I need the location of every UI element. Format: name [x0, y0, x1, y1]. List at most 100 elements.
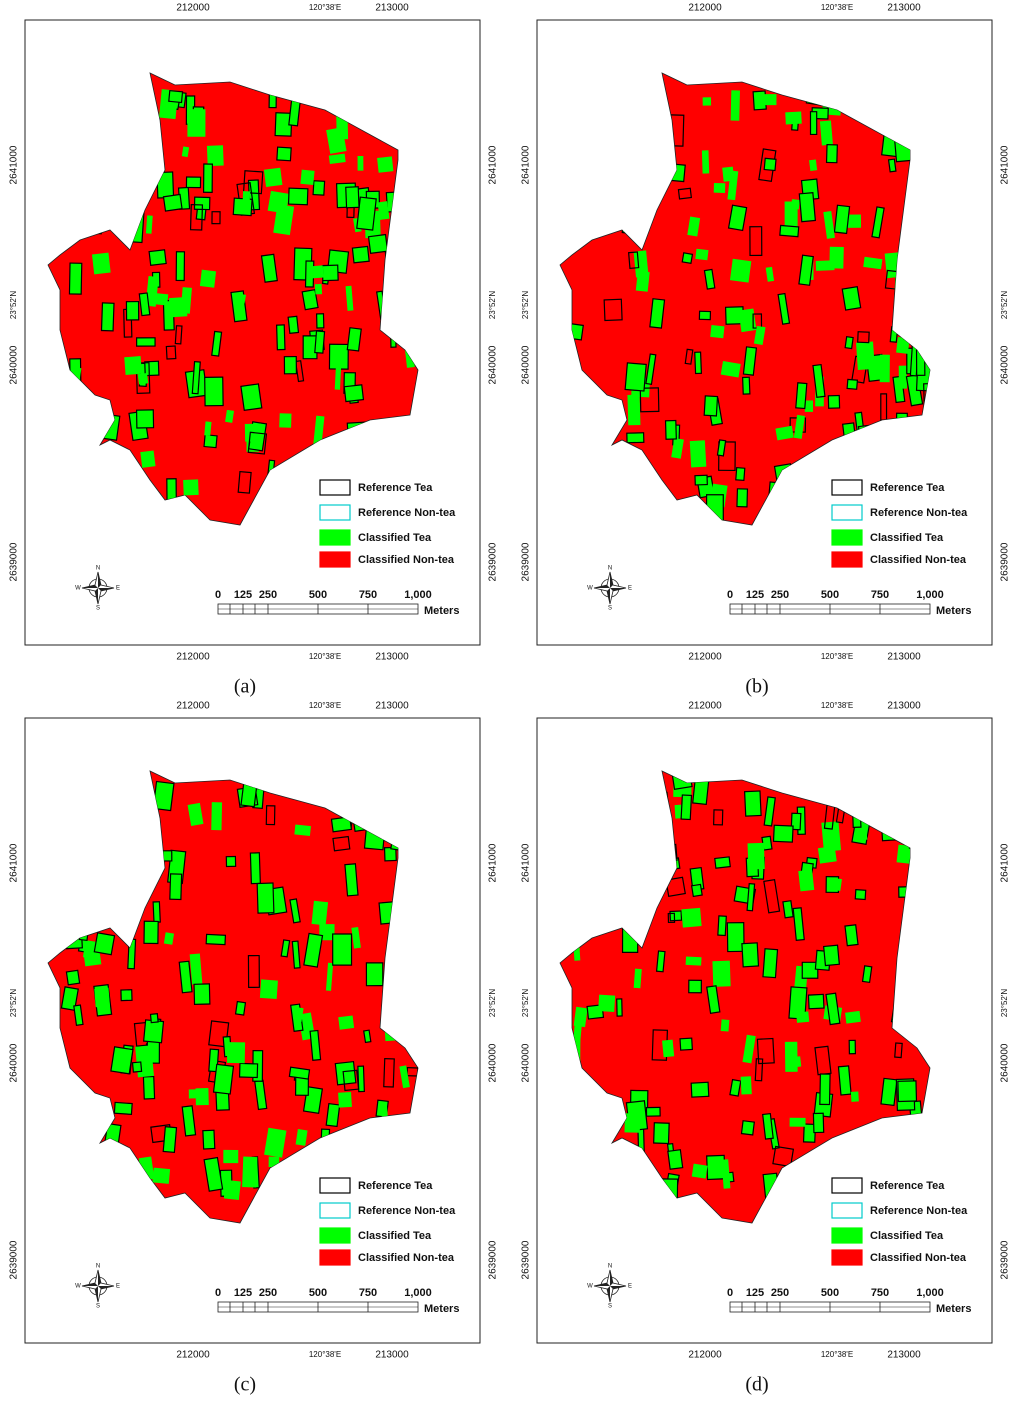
- tea-parcel: [823, 211, 835, 239]
- tea-parcel: [242, 191, 251, 213]
- tea-parcel: [240, 781, 258, 808]
- tea-parcel: [280, 939, 291, 958]
- compass: N E S W: [587, 566, 632, 612]
- tea-parcel: [135, 1045, 154, 1078]
- tea-parcel: [919, 1008, 930, 1018]
- tea-parcel: [861, 965, 873, 984]
- y-coord-left: 2640000: [521, 1043, 532, 1082]
- tea-parcel: [777, 292, 791, 325]
- map-frame: [536, 19, 993, 646]
- compass: N E S W: [75, 566, 120, 612]
- tea-parcel: [671, 438, 684, 459]
- tea-parcel: [819, 120, 833, 146]
- tea-parcel: [351, 926, 361, 949]
- tea-parcel: [716, 439, 727, 457]
- tea-parcel: [598, 994, 616, 1012]
- tea-parcel: [399, 841, 416, 857]
- tea-parcel: [639, 141, 660, 155]
- tea-parcel: [205, 933, 227, 946]
- tea-parcel: [677, 187, 693, 200]
- tea-parcel: [363, 1029, 372, 1044]
- legend-label: Reference Tea: [870, 1180, 945, 1192]
- tea-parcel: [311, 900, 329, 926]
- tea-parcel: [283, 355, 298, 375]
- tea-parcel: [399, 212, 418, 228]
- tea-parcel: [582, 104, 598, 117]
- tea-parcel: [385, 953, 399, 964]
- tea-parcel: [342, 1069, 360, 1092]
- tea-parcel: [202, 1129, 216, 1150]
- tea-parcel: [858, 824, 868, 841]
- tea-parcel: [237, 470, 252, 494]
- tea-parcel: [809, 159, 818, 171]
- tea-parcel: [818, 1180, 827, 1213]
- tea-parcel: [249, 852, 261, 885]
- tea-parcel: [60, 851, 78, 867]
- x-coord-bottom: 213000: [887, 652, 921, 663]
- scale-label: 750: [871, 1287, 889, 1299]
- tea-parcel: [763, 157, 777, 172]
- tea-parcel: [871, 206, 885, 239]
- tea-parcel: [120, 989, 133, 1002]
- tea-parcel: [225, 409, 235, 423]
- tea-parcel: [827, 394, 841, 409]
- tea-parcel: [801, 961, 819, 979]
- scale-unit: Meters: [936, 605, 971, 617]
- scale-label: 250: [259, 1287, 277, 1299]
- tea-parcel: [879, 354, 890, 383]
- tea-parcel: [632, 110, 644, 121]
- tea-parcel: [383, 1010, 403, 1042]
- tea-parcel: [905, 781, 921, 813]
- tea-parcel: [100, 1182, 110, 1197]
- tea-parcel: [747, 842, 765, 870]
- y-coord-left: 2641000: [9, 145, 20, 184]
- compass-letter: N: [608, 1264, 612, 1270]
- tea-parcel: [300, 169, 315, 185]
- tea-parcel: [343, 384, 365, 403]
- legend-label: Classified Non-tea: [870, 554, 967, 566]
- y-coord-right: 2640000: [1000, 345, 1011, 384]
- tea-parcel: [357, 155, 364, 171]
- tea-parcel: [403, 326, 413, 345]
- tea-parcel: [137, 372, 149, 385]
- tea-parcel: [389, 226, 401, 241]
- y-coord-left: 2640000: [521, 345, 532, 384]
- tea-parcel: [854, 1157, 876, 1180]
- tea-parcel: [753, 325, 766, 345]
- scale-label: 750: [871, 589, 889, 601]
- compass-letter: W: [75, 586, 81, 592]
- tea-parcel: [130, 131, 146, 156]
- legend-label: Classified Tea: [870, 532, 944, 544]
- tea-parcel: [149, 1013, 159, 1024]
- tea-parcel: [763, 879, 781, 914]
- scale-unit: Meters: [936, 1303, 971, 1315]
- compass-letter: E: [116, 1284, 120, 1290]
- x-coord-bottom: 212000: [688, 652, 722, 663]
- tea-parcel: [65, 969, 81, 986]
- tea-parcel: [684, 348, 694, 365]
- tea-parcel: [798, 869, 815, 892]
- tea-parcel: [868, 1159, 883, 1173]
- tea-parcel: [101, 154, 116, 178]
- tea-parcel: [357, 1065, 365, 1093]
- y-coord-left: 23°52'N: [521, 291, 530, 320]
- tea-parcel: [84, 1180, 104, 1207]
- tea-parcel: [60, 986, 79, 1011]
- legend-label: Classified Non-tea: [358, 554, 455, 566]
- tea-parcel: [756, 1037, 775, 1065]
- tea-parcel: [654, 872, 664, 886]
- tea-parcel: [238, 293, 247, 304]
- tea-parcel: [346, 421, 367, 441]
- tea-parcel: [798, 254, 814, 286]
- tea-parcel: [762, 948, 779, 979]
- legend-swatch: [831, 1249, 863, 1266]
- x-coord-bottom: 212000: [176, 1350, 210, 1361]
- tea-parcel: [385, 191, 404, 213]
- map-frame: [24, 19, 481, 646]
- tea-parcel: [399, 1065, 410, 1089]
- tea-parcel: [589, 217, 604, 236]
- tea-parcel: [189, 204, 204, 231]
- tea-parcel: [701, 150, 710, 174]
- tea-parcel: [575, 1131, 586, 1149]
- tea-parcel: [377, 201, 390, 220]
